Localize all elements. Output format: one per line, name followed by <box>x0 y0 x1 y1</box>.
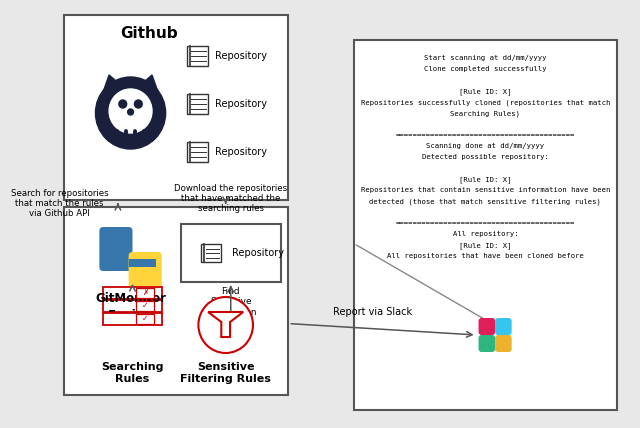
Polygon shape <box>103 300 162 312</box>
Text: Report via Slack: Report via Slack <box>333 306 412 317</box>
Text: Sensitive
Filtering Rules: Sensitive Filtering Rules <box>180 362 271 384</box>
FancyBboxPatch shape <box>495 335 511 352</box>
Polygon shape <box>138 75 160 97</box>
Text: Find
Sensitive
information: Find Sensitive information <box>205 287 257 317</box>
Bar <box>64 207 289 395</box>
Text: Search for repositories
that match the rules
via Github API: Search for repositories that match the r… <box>11 189 108 218</box>
Bar <box>64 15 289 200</box>
Polygon shape <box>103 287 162 299</box>
Bar <box>187 46 208 65</box>
Text: Repositories successfully cloned (repositories that match: Repositories successfully cloned (reposi… <box>361 99 610 105</box>
Circle shape <box>119 100 127 108</box>
Text: [Rule ID: X]: [Rule ID: X] <box>459 88 511 95</box>
Bar <box>136 314 154 324</box>
Text: [Rule ID: X]: [Rule ID: X] <box>459 242 511 249</box>
Polygon shape <box>103 313 162 325</box>
Text: Repository: Repository <box>215 51 267 61</box>
Text: Detected possible repository:: Detected possible repository: <box>422 154 548 160</box>
Text: ✗: ✗ <box>142 288 148 297</box>
Text: detected (those that match sensitive filtering rules): detected (those that match sensitive fil… <box>369 198 602 205</box>
Text: Repositories that contain sensitive information have been: Repositories that contain sensitive info… <box>361 187 610 193</box>
Text: Clone completed successfully: Clone completed successfully <box>424 66 547 72</box>
Circle shape <box>127 109 134 115</box>
Text: ✓: ✓ <box>142 314 148 323</box>
Text: GitMonitor
Engine: GitMonitor Engine <box>95 292 166 321</box>
Text: Searching
Rules: Searching Rules <box>101 362 164 384</box>
FancyBboxPatch shape <box>99 227 132 271</box>
FancyBboxPatch shape <box>479 318 495 335</box>
Bar <box>136 301 154 311</box>
Text: Repository: Repository <box>215 147 267 157</box>
Bar <box>354 40 617 410</box>
Circle shape <box>109 89 152 133</box>
Circle shape <box>198 297 253 353</box>
Text: Repository: Repository <box>215 99 267 109</box>
Bar <box>129 267 156 275</box>
Text: Scanning done at dd/mm/yyyy: Scanning done at dd/mm/yyyy <box>426 143 545 149</box>
Text: All repositories that have been cloned before: All repositories that have been cloned b… <box>387 253 584 259</box>
FancyBboxPatch shape <box>495 318 511 335</box>
Polygon shape <box>101 75 123 97</box>
Bar <box>187 142 208 162</box>
Bar <box>181 224 281 282</box>
Text: All repository:: All repository: <box>452 231 518 237</box>
Bar <box>129 259 156 267</box>
Text: Repository: Repository <box>232 248 284 258</box>
Text: ✓: ✓ <box>142 301 148 310</box>
Text: Download the repositories
that have matched the
searching rules: Download the repositories that have matc… <box>174 184 287 214</box>
Circle shape <box>134 100 142 108</box>
Bar <box>201 244 221 262</box>
Bar <box>187 94 208 114</box>
Text: Start scanning at dd/mm/yyyy: Start scanning at dd/mm/yyyy <box>424 55 547 61</box>
Bar <box>136 288 154 298</box>
Text: Github: Github <box>121 26 179 41</box>
Circle shape <box>95 77 166 149</box>
Text: Searching Rules): Searching Rules) <box>451 110 520 116</box>
Text: =========================================: ========================================… <box>396 220 575 226</box>
Text: [Rule ID: X]: [Rule ID: X] <box>459 176 511 183</box>
FancyBboxPatch shape <box>129 252 162 296</box>
Polygon shape <box>208 312 243 337</box>
Text: =========================================: ========================================… <box>396 132 575 138</box>
FancyBboxPatch shape <box>479 335 495 352</box>
